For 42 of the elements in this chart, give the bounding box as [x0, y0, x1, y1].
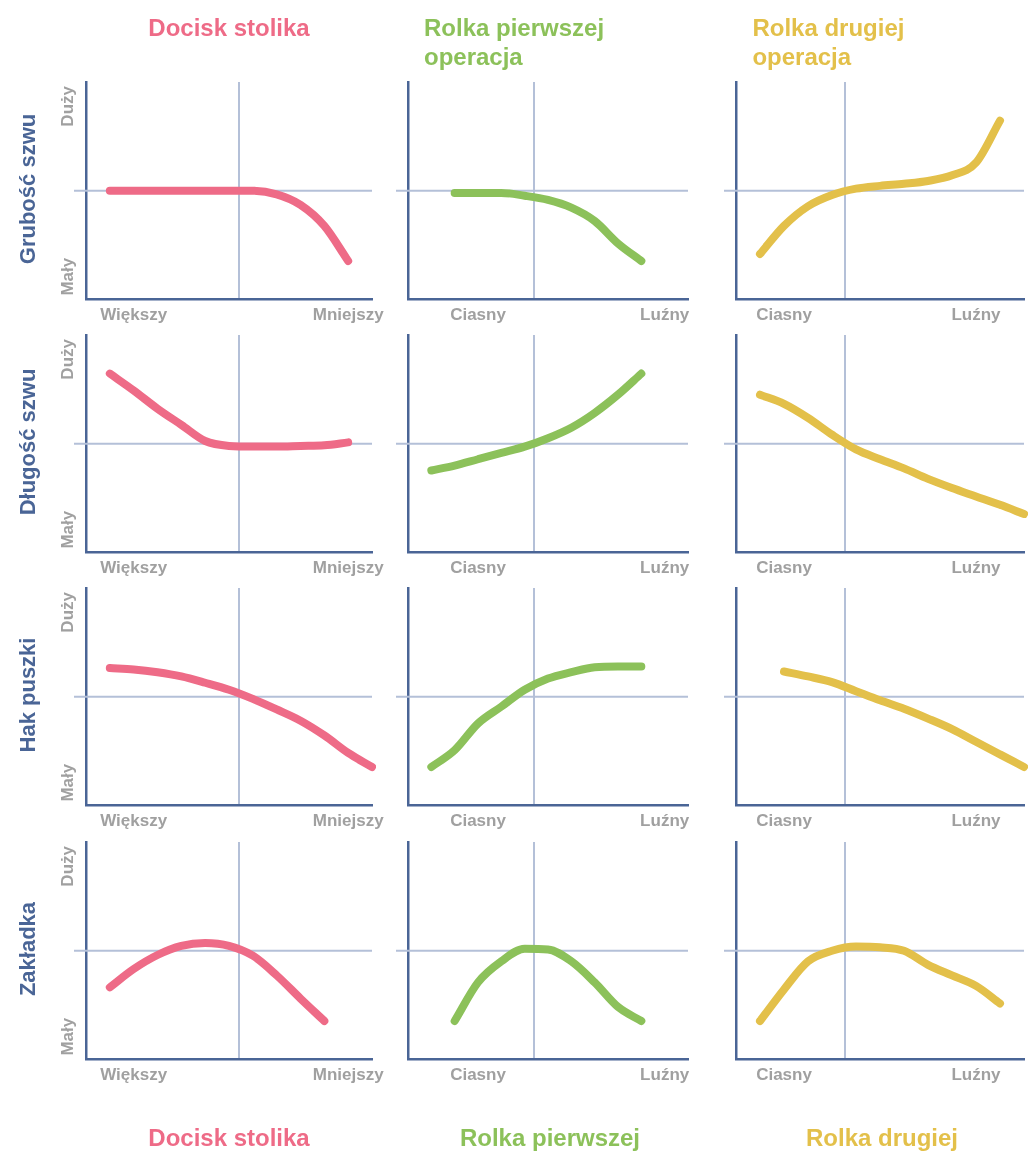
text: Mały — [57, 510, 77, 549]
chart-title: Rolka drugiej operacja — [752, 14, 906, 72]
x-tick-label: Luźny — [951, 558, 1002, 578]
x-tick-label: Mniejszy — [312, 1065, 385, 1085]
x-tick-label: Większy — [100, 558, 168, 578]
x-tick-label: Większy — [100, 1065, 168, 1085]
chart-title: Rolka pierwszej operacja — [424, 14, 606, 72]
text: Duży — [57, 591, 77, 633]
x-tick-label: Luźny — [951, 305, 1002, 325]
x-tick-label: Luźny — [640, 305, 690, 325]
x-tick-label: Ciasny — [756, 305, 813, 325]
chart-title: Docisk stolika — [147, 14, 311, 43]
x-tick-label: Ciasny — [450, 558, 507, 578]
x-tick-label: Ciasny — [450, 305, 507, 325]
annotation: Mały — [57, 763, 77, 802]
x-tick-label: Mniejszy — [312, 811, 385, 831]
x-tick-label: Ciasny — [756, 558, 813, 578]
x-axis-title: Rolka pierwszej — [458, 1124, 642, 1152]
text: Duży — [57, 845, 77, 887]
x-tick-label: Ciasny — [450, 1065, 507, 1085]
x-tick-label: Luźny — [640, 811, 690, 831]
text: Duży — [57, 85, 77, 127]
annotation: Mały — [57, 1017, 77, 1056]
y-axis-title: Długość szwu — [15, 368, 41, 516]
y-axis-title: Grubość szwu — [15, 113, 41, 265]
x-tick-label: Większy — [100, 811, 168, 831]
x-tick-label: Ciasny — [756, 1065, 813, 1085]
x-tick-label: Luźny — [951, 1065, 1002, 1085]
annotation: Mały — [57, 257, 77, 296]
x-tick-label: Luźny — [640, 558, 690, 578]
x-tick-label: Luźny — [951, 811, 1002, 831]
x-tick-label: Luźny — [640, 1065, 690, 1085]
x-axis-title: Docisk stolika — [147, 1124, 311, 1152]
x-tick-label: Większy — [100, 305, 168, 325]
x-tick-label: Mniejszy — [312, 305, 385, 325]
annotation: Duży — [57, 338, 77, 380]
y-axis-title: Zakładka — [15, 901, 41, 997]
x-tick-label: Ciasny — [756, 811, 813, 831]
x-tick-label: Mniejszy — [312, 558, 385, 578]
x-axis-title: Rolka drugiej — [805, 1124, 959, 1152]
x-tick-label: Ciasny — [450, 811, 507, 831]
y-axis-title: Hak puszki — [15, 637, 41, 753]
